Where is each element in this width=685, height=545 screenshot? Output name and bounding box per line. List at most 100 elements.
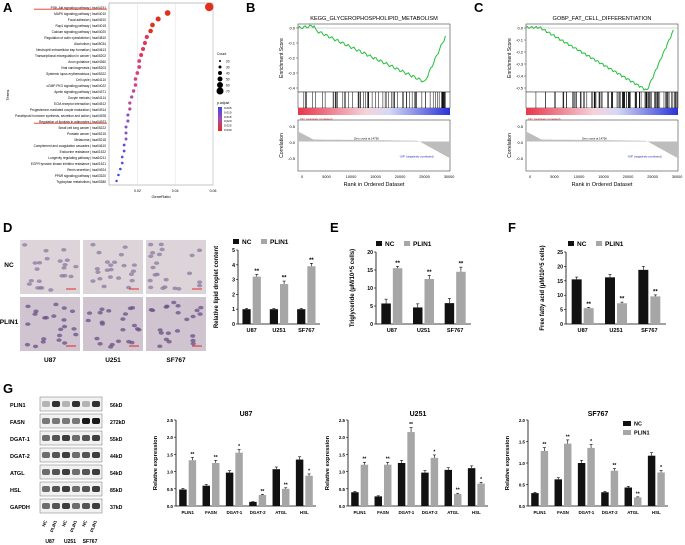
plin1-bar xyxy=(617,303,627,324)
panelD-col-label: U87 xyxy=(44,357,56,364)
panelD-cell xyxy=(85,318,91,323)
y-tick-label: 2.5 xyxy=(167,418,174,423)
panelC-xtick: 0 xyxy=(529,175,531,179)
panelC-es-curve xyxy=(525,25,674,91)
panelA-term-label: Oocyte meiosis | hsa04114 xyxy=(68,96,106,100)
y-tick-label: 2.0 xyxy=(339,435,346,440)
y-tick-label: 1.0 xyxy=(519,461,526,466)
panelA-dot xyxy=(155,16,161,22)
panelD-cell xyxy=(24,342,31,347)
blot-label: DGAT-2 xyxy=(10,454,30,460)
panelB-es-ytick: -0.4 xyxy=(288,86,296,91)
panelD-cell xyxy=(196,248,203,253)
legend-nc-label: NC xyxy=(634,422,642,428)
panel-letter-E: E xyxy=(330,220,339,235)
blot-band xyxy=(42,503,50,509)
panelD-cell xyxy=(36,279,42,284)
y-axis-label: Relative expression xyxy=(153,435,159,490)
x-tick-label: U251 xyxy=(272,328,285,334)
x-tick-label: ATGL xyxy=(447,510,459,515)
x-tick-label: DGAT-1 xyxy=(226,510,242,515)
blot-label: PLIN1 xyxy=(10,403,26,409)
legend-nc-label: NC xyxy=(242,239,252,246)
legend-nc-swatch xyxy=(568,241,574,246)
panelA-padj-title: p.adjust xyxy=(217,101,229,105)
panelB-pos-label: 'NC' (positively correlated) xyxy=(300,117,333,121)
panelC-xtick: 20000 xyxy=(623,175,634,179)
nc-bar xyxy=(421,472,429,506)
blot-band xyxy=(42,486,50,492)
legend-plin1-swatch xyxy=(596,241,602,246)
panelC-es-ytick: -0.3 xyxy=(516,62,524,67)
panelD-cell xyxy=(28,278,34,283)
panelD-cell xyxy=(163,277,169,282)
significance-label: * xyxy=(480,477,482,483)
panelA-term-label: EGFR tyrosine kinase inhibitor resistanc… xyxy=(31,162,106,166)
panelD-cell xyxy=(198,305,204,310)
panelC-xtick: 10000 xyxy=(574,175,585,179)
significance-label: ** xyxy=(395,261,400,267)
panelA-count-label: 50 xyxy=(226,78,230,82)
panelB-corr-ytick: 0.5 xyxy=(289,124,295,129)
plin1-bar xyxy=(564,443,572,506)
panelD-cell xyxy=(61,324,68,329)
panelB-zero-cross: Zero cross at 14756 xyxy=(354,137,379,141)
blot-strip xyxy=(39,481,103,497)
panelD-cell xyxy=(122,245,128,249)
panelD-cell xyxy=(57,259,63,263)
blot-band xyxy=(62,486,70,492)
x-tick-label: PLIN1 xyxy=(181,510,194,515)
panelC-title: GOBP_FAT_CELL_DIFFERENTIATION xyxy=(553,16,652,22)
panelD-cell xyxy=(157,344,163,349)
panelD-cell xyxy=(118,252,125,257)
panelA-count-label: 40 xyxy=(226,72,230,76)
blot-band xyxy=(92,486,100,492)
panelD-cell xyxy=(26,282,32,286)
blot-band xyxy=(82,401,90,407)
blot-size: 54kD xyxy=(110,471,123,477)
panelD-cell xyxy=(166,339,172,344)
x-tick-label: SF767 xyxy=(447,328,463,334)
blot-band xyxy=(92,452,100,458)
panelD-micrograph xyxy=(146,240,206,294)
panelA-term-label: Alcoholism | hsa05034 xyxy=(74,42,106,46)
panelC-xtick: 15000 xyxy=(598,175,609,179)
expression-chart: 0.00.51.01.52.02.5**PLIN1**FASN**DGAT-1*… xyxy=(325,418,488,515)
lane-label: PLIN1 xyxy=(69,519,78,533)
x-tick-label: DGAT-2 xyxy=(602,510,618,515)
panelB-corr-ytick: -0.5 xyxy=(288,156,296,161)
blot-band xyxy=(62,418,70,424)
panelD-cell xyxy=(156,252,163,257)
panelD-cell xyxy=(158,242,164,247)
plin1-bar xyxy=(430,457,439,506)
panelD-cell xyxy=(129,278,135,283)
blot-band xyxy=(92,469,100,475)
panelD-cell xyxy=(56,333,63,338)
nc-bar xyxy=(351,492,359,506)
significance-label: ** xyxy=(282,276,287,282)
nc-bar xyxy=(381,303,391,324)
panelD-cell xyxy=(104,268,110,273)
y-axis-label: Triglyceride (μM/10^5 cells) xyxy=(350,249,356,327)
panelA-term-label: ECM-receptor interaction | hsa04512 xyxy=(54,102,106,106)
expression-chart-title: SF767 xyxy=(588,411,609,418)
y-axis-label: Relative expression xyxy=(505,435,511,490)
nc-bar xyxy=(225,472,234,506)
blot-band xyxy=(82,452,90,458)
panelA-xlabel: GeneRatio xyxy=(151,194,171,199)
panelD-cell xyxy=(115,339,122,344)
panelD-cell xyxy=(90,279,96,283)
panelA-dot xyxy=(128,107,132,111)
nc-bar xyxy=(202,485,210,506)
nc-bar xyxy=(242,309,251,324)
panelC-corr-ylabel: Correlation xyxy=(507,133,513,158)
legend-nc-swatch xyxy=(233,239,239,244)
panelD-cell xyxy=(95,270,101,274)
panelB-corr-ytick: 0.0 xyxy=(289,140,295,145)
panelA-term-label: Endocrine resistance | hsa01522 xyxy=(60,150,107,154)
panelD-cell xyxy=(154,261,160,265)
y-tick-label: 15 xyxy=(367,268,373,274)
significance-label: ** xyxy=(409,422,413,428)
panelD-cell xyxy=(53,302,59,307)
panelB-xtick: 15000 xyxy=(370,175,381,179)
